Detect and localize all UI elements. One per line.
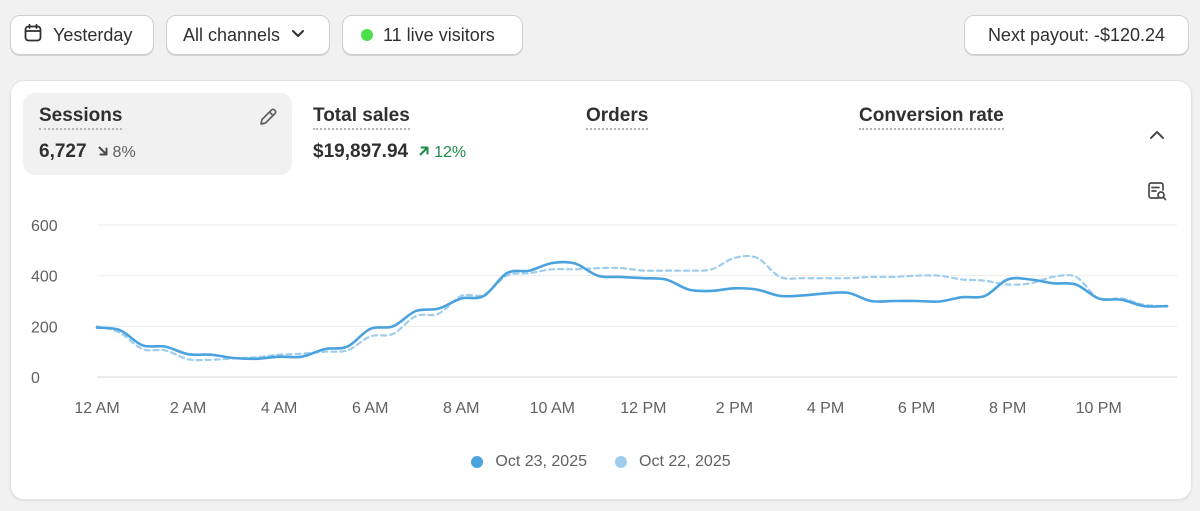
- metric-value-sessions: 6,727: [39, 141, 87, 162]
- x-tick-label: 10 PM: [1076, 400, 1122, 417]
- y-tick-label: 200: [31, 319, 58, 336]
- sessions-line-chart: 0 200 400 600 12 AM 2 AM 4 AM 6 AM 8 AM 10 AM 12 P…: [31, 218, 1177, 417]
- channels-filter-label: All channels: [183, 24, 281, 45]
- live-visitors-button[interactable]: 11 live visitors: [342, 15, 523, 55]
- y-tick-label: 0: [31, 370, 40, 387]
- metric-delta-sessions-value: 8%: [112, 144, 136, 161]
- chevron-down-icon: [290, 25, 306, 46]
- live-visitors-label: 11 live visitors: [383, 24, 495, 45]
- metric-value-row-total-sales: $19,897.94 12%: [313, 141, 466, 163]
- chevron-up-icon[interactable]: [1146, 124, 1168, 151]
- metric-label-orders: Orders: [586, 105, 649, 130]
- metric-tab-total-sales[interactable]: Total sales $19,897.94 12%: [297, 93, 562, 175]
- metric-label-conversion-rate: Conversion rate: [859, 105, 1004, 130]
- chart-legend: Oct 23, 2025 Oct 22, 2025: [11, 453, 1191, 471]
- next-payout-label: Next payout: -$120.24: [987, 24, 1166, 45]
- x-tick-label: 8 PM: [989, 400, 1026, 417]
- metric-tab-sessions[interactable]: Sessions 6,727 8%: [23, 93, 292, 175]
- x-tick-label: 10 AM: [530, 400, 575, 417]
- series-line-current: [95, 260, 1169, 361]
- legend-item-current[interactable]: Oct 23, 2025: [471, 453, 587, 471]
- legend-dot-current: [471, 456, 484, 468]
- metric-delta-sessions: 8%: [97, 144, 136, 162]
- y-tick-label: 600: [31, 218, 58, 235]
- x-tick-label: 2 PM: [716, 400, 753, 417]
- date-range-label: Yesterday: [53, 24, 133, 45]
- analytics-card: Sessions 6,727 8% Total sales $19,897.94…: [10, 80, 1192, 500]
- metric-label-total-sales: Total sales: [313, 105, 410, 130]
- x-tick-label: 6 PM: [898, 400, 935, 417]
- metric-delta-total-sales: 12%: [418, 144, 466, 162]
- calendar-icon: [23, 23, 43, 48]
- metric-tab-orders[interactable]: Orders: [570, 93, 835, 175]
- metric-value-row-sessions: 6,727 8%: [39, 141, 136, 163]
- date-range-button[interactable]: Yesterday: [10, 15, 154, 55]
- legend-dot-comparison: [615, 456, 627, 468]
- metric-label-sessions: Sessions: [39, 105, 123, 130]
- metric-tab-conversion-rate[interactable]: Conversion rate: [843, 93, 1108, 175]
- analyze-chart-icon[interactable]: [1146, 180, 1168, 207]
- pencil-edit-icon[interactable]: [257, 106, 279, 133]
- y-tick-label: 400: [31, 269, 58, 286]
- series-line-comparison: [95, 254, 1169, 362]
- x-tick-label: 12 AM: [74, 400, 119, 417]
- metric-value-total-sales: $19,897.94: [313, 141, 409, 162]
- metric-delta-total-sales-value: 12%: [434, 144, 467, 161]
- next-payout-button[interactable]: Next payout: -$120.24: [964, 15, 1189, 55]
- x-tick-label: 12 PM: [620, 400, 666, 417]
- live-status-dot: [361, 29, 373, 41]
- arrow-up-right-icon: [418, 144, 430, 162]
- x-tick-label: 4 AM: [261, 400, 297, 417]
- x-tick-label: 4 PM: [807, 400, 844, 417]
- x-tick-label: 8 AM: [443, 400, 479, 417]
- legend-label-comparison: Oct 22, 2025: [639, 453, 731, 470]
- legend-item-comparison[interactable]: Oct 22, 2025: [615, 453, 731, 471]
- x-tick-label: 6 AM: [352, 400, 388, 417]
- legend-label-current: Oct 23, 2025: [495, 453, 587, 470]
- channels-filter-button[interactable]: All channels: [166, 15, 330, 55]
- arrow-down-right-icon: [97, 144, 109, 162]
- x-tick-label: 2 AM: [170, 400, 206, 417]
